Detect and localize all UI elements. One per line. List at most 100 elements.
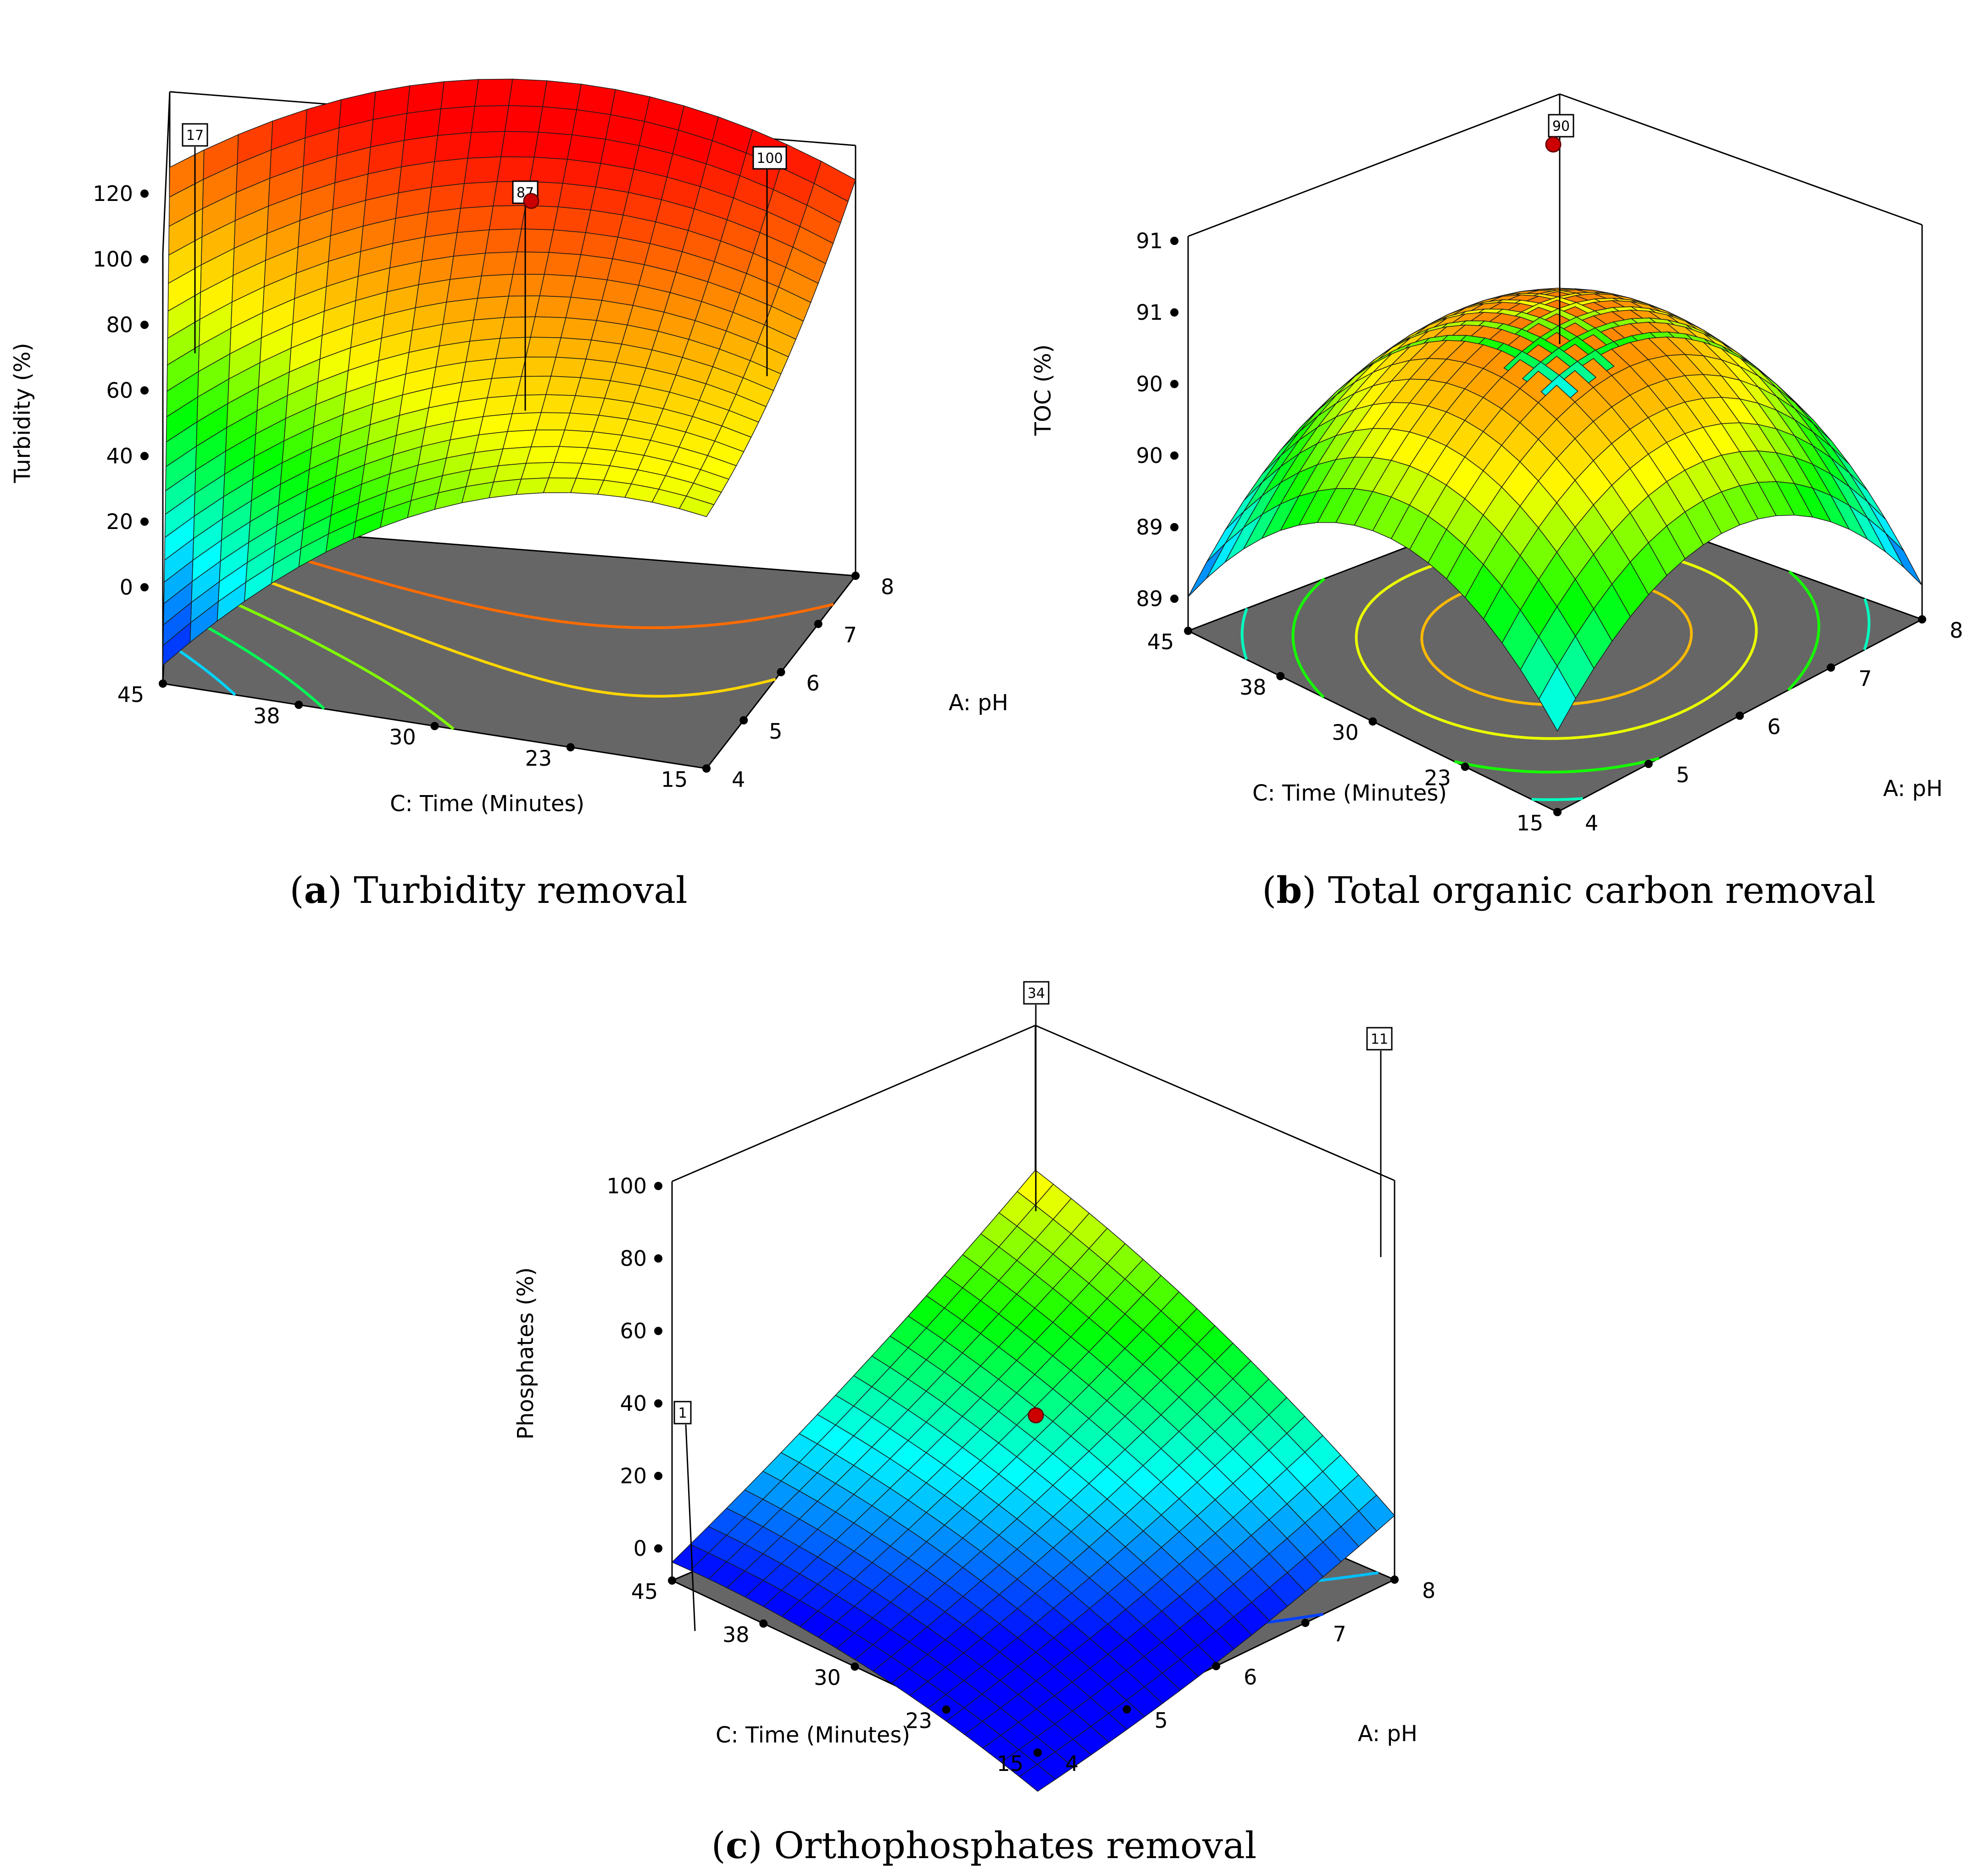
- z-tick-mark: [1170, 451, 1178, 460]
- surface-cell: [550, 356, 587, 378]
- surface-cell: [539, 274, 577, 298]
- surface-cell: [1885, 533, 1923, 586]
- surface-cell: [498, 446, 532, 466]
- x-tick-mark: [430, 722, 439, 730]
- z-tick-mark: [1170, 595, 1178, 603]
- surface-cell: [460, 181, 498, 209]
- x-tick-mark: [850, 1662, 859, 1671]
- y-tick-mark: [1918, 615, 1926, 623]
- y-tick-label: 7: [1858, 666, 1872, 691]
- surface-cell: [534, 132, 572, 160]
- z-tick-label: 90: [1136, 443, 1163, 468]
- z-tick-label: 60: [106, 378, 133, 403]
- x-tick-mark: [159, 679, 167, 688]
- response-surface: [1188, 288, 1923, 732]
- z-tick-mark: [140, 452, 149, 460]
- surface-cell: [456, 206, 494, 233]
- z-tick-label: 100: [606, 1174, 647, 1198]
- surface-cell: [534, 295, 572, 318]
- z-tick-mark: [654, 1182, 662, 1190]
- box-top-edge: [1559, 93, 1923, 226]
- y-tick-label: 4: [1585, 811, 1598, 835]
- z-tick-mark: [1170, 237, 1178, 245]
- surface-cell: [467, 131, 506, 159]
- y-tick-mark: [1735, 712, 1744, 720]
- surface-cell: [434, 132, 472, 162]
- surface-cell: [535, 412, 571, 431]
- surface-cell: [504, 105, 543, 133]
- surface-cell: [521, 462, 555, 480]
- surface-cell: [477, 273, 513, 299]
- y-tick-mark: [1212, 1662, 1220, 1670]
- surface-cell: [575, 377, 611, 399]
- surface-cell: [471, 105, 509, 133]
- flag-label: 100: [756, 150, 783, 167]
- y-tick-label: 4: [732, 767, 745, 792]
- x-tick-mark: [759, 1619, 768, 1628]
- x-tick-mark: [1184, 627, 1192, 635]
- surface-cell: [496, 156, 535, 182]
- surface-cell: [580, 232, 618, 259]
- z-tick-label: 40: [620, 1391, 647, 1416]
- z-tick-label: 20: [106, 509, 133, 534]
- surface-cell: [576, 84, 616, 115]
- flag-pole: [685, 1424, 696, 1631]
- z-tick-mark: [140, 189, 149, 198]
- z-tick-mark: [140, 255, 149, 263]
- surface-cell: [491, 356, 527, 379]
- surface-cell: [565, 296, 603, 321]
- surface-cell: [431, 158, 468, 188]
- caption-text: ) Total organic carbon removal: [1302, 869, 1876, 912]
- caption-text: ) Orthophosphates removal: [748, 1824, 1257, 1867]
- surface-cell: [557, 183, 596, 211]
- box-top-edge: [1188, 93, 1560, 237]
- surface-cell: [572, 109, 611, 140]
- surface-cell: [570, 276, 608, 301]
- z-tick-mark: [654, 1254, 662, 1263]
- design-point: [523, 193, 539, 209]
- x-axis-title: C: Time (Minutes): [390, 791, 584, 817]
- panel-caption: (b) Total organic carbon removal: [1262, 868, 1876, 912]
- x-tick-label: 45: [631, 1579, 658, 1604]
- flag-box: [1023, 981, 1050, 1005]
- x-tick-label: 45: [117, 682, 145, 707]
- box-top-edge: [672, 1024, 1036, 1182]
- y-axis-title: A: pH: [1883, 776, 1943, 802]
- surface-cell: [453, 229, 490, 257]
- surface-cell: [530, 429, 565, 447]
- surface-cell: [567, 134, 606, 164]
- surface-cell: [440, 79, 479, 110]
- z-tick-mark: [140, 518, 149, 526]
- surface-cell: [489, 205, 526, 230]
- y-axis-title: A: pH: [949, 690, 1008, 716]
- surface-cell: [508, 78, 548, 107]
- surface-cell: [485, 228, 522, 254]
- x-tick-label: 38: [253, 703, 280, 728]
- surface-cell: [1018, 1764, 1056, 1792]
- surface-cell: [564, 412, 600, 432]
- surface-cell: [562, 159, 601, 188]
- z-tick-label: 0: [120, 575, 133, 600]
- x-tick-mark: [942, 1705, 950, 1714]
- y-tick-mark: [777, 668, 785, 676]
- z-tick-mark: [654, 1327, 662, 1335]
- z-tick-label: 89: [1136, 515, 1163, 540]
- panel-caption: (a) Turbidity removal: [289, 868, 687, 912]
- flag-label: 1: [678, 1405, 687, 1421]
- caption-label: c: [726, 1824, 748, 1867]
- panel-caption: (c) Orthophosphates removal: [711, 1824, 1257, 1867]
- surface-cell: [481, 251, 518, 277]
- surface-cell: [529, 156, 568, 184]
- y-tick-mark: [814, 620, 823, 628]
- surface-cell: [512, 251, 550, 275]
- z-tick-label: 80: [106, 312, 133, 337]
- y-tick-mark: [851, 572, 860, 580]
- z-tick-mark: [1170, 380, 1178, 388]
- caption-label: b: [1276, 868, 1302, 912]
- y-tick-label: 8: [881, 574, 894, 599]
- caption-paren-open: (: [711, 1824, 726, 1867]
- design-point: [1545, 136, 1562, 153]
- surface-cell: [542, 80, 582, 110]
- surface-cell: [545, 376, 581, 396]
